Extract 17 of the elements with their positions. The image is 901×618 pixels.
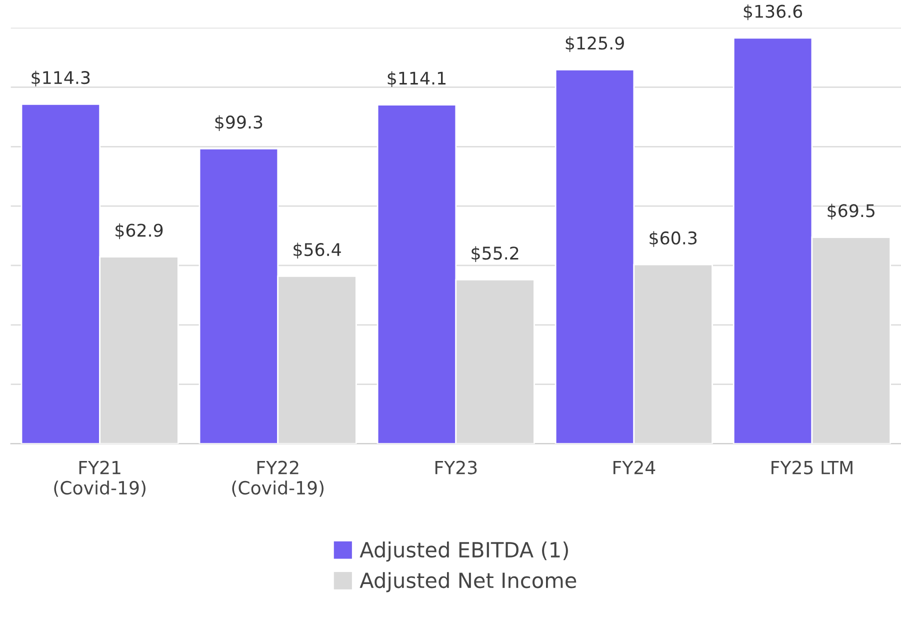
data-label: $114.1	[388, 71, 446, 88]
x-tick-label: FY21 (Covid-19)	[54, 460, 146, 497]
data-label: $62.9	[116, 223, 163, 240]
x-tick-label: FY23	[435, 460, 477, 474]
data-label: $136.6	[744, 4, 802, 20]
data-label: $56.4	[294, 242, 341, 258]
legend-label: Adjusted Net Income	[360, 572, 576, 592]
data-label: $114.3	[32, 70, 90, 86]
data-label: $60.3	[650, 231, 697, 247]
x-tick-label: FY22 (Covid-19)	[232, 460, 324, 497]
data-label: $55.2	[472, 246, 518, 262]
data-label: $125.9	[566, 36, 624, 52]
legend-label: Adjusted EBITDA (1)	[360, 542, 568, 562]
x-tick-label: FY24	[614, 460, 656, 474]
x-tick-label: FY25 LTM	[772, 460, 852, 474]
data-label: $69.5	[828, 204, 874, 220]
data-label: $99.3	[215, 115, 262, 131]
